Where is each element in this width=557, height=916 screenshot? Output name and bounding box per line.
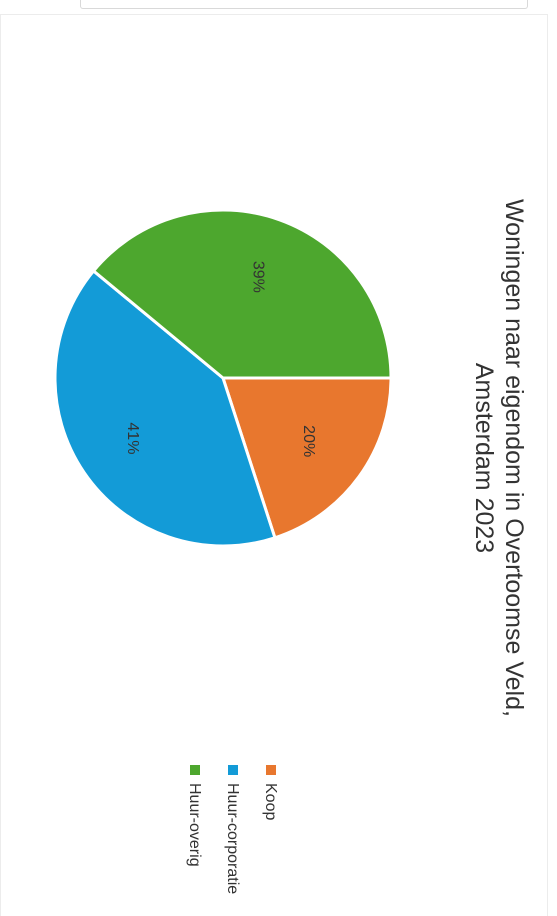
legend-swatch-huur-overig [190,765,200,775]
pie-slice-huur-overig[interactable] [91,208,393,380]
legend-label-huur-corporatie[interactable]: Huur-corporatie [224,783,241,894]
search-input[interactable] [80,0,528,9]
legend: Koop Huur-corporatie Huur-overig [186,765,279,894]
legend-label-huur-overig[interactable]: Huur-overig [186,783,203,867]
pie-slice-koop[interactable] [220,376,393,540]
slice-label-huur-overig: 39% [249,261,266,293]
legend-swatch-koop [266,765,276,775]
chart-title-line-1: Woningen naar eigendom in Overtoomse Vel… [500,199,528,717]
slice-label-koop: 20% [300,425,317,457]
chart-rotated-group: Woningen naar eigendom in Overtoomse Vel… [53,199,528,894]
chart-frame [0,14,548,916]
chart-title-line-2: Amsterdam 2023 [470,363,498,553]
pie-slice-huur-corporatie[interactable] [53,268,277,548]
chart-title: Woningen naar eigendom in Overtoomse Vel… [470,199,528,717]
legend-swatch-huur-corporatie [228,765,238,775]
pie-slices [53,208,393,548]
slice-label-huur-corporatie: 41% [124,422,141,454]
pie-slice-labels: 20% 41% 39% [124,261,317,457]
legend-label-koop[interactable]: Koop [262,783,279,820]
